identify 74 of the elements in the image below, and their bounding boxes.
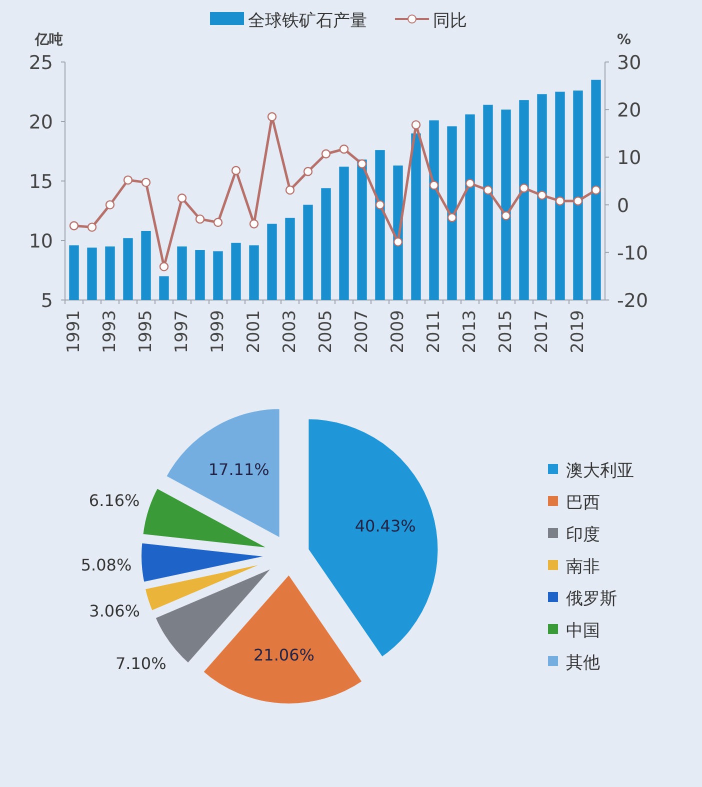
point — [321, 149, 331, 158]
point — [501, 211, 511, 220]
data-label: 7.10% — [115, 654, 166, 673]
point — [591, 185, 601, 195]
y2-tick-label: -10 — [617, 242, 648, 264]
x-tick-label: 2009 — [388, 310, 408, 354]
point — [69, 221, 79, 230]
point — [375, 200, 385, 210]
point — [411, 120, 421, 130]
x-tick-label: 2011 — [424, 310, 444, 354]
data-label: 21.06% — [253, 646, 314, 665]
point — [519, 184, 529, 193]
y-tick-label: 25 — [28, 52, 53, 74]
legend-label: 其他 — [566, 653, 600, 673]
point — [105, 200, 115, 210]
y2-tick-label: 0 — [617, 194, 630, 217]
x-tick-label: 2003 — [280, 310, 300, 354]
x-tick-label: 2015 — [496, 310, 516, 354]
data-label: 40.43% — [354, 516, 416, 536]
data-label: 17.11% — [208, 460, 270, 480]
y-tick-label: 20 — [28, 112, 53, 134]
point — [483, 185, 493, 195]
point — [285, 185, 295, 195]
x-tick-label: 2017 — [532, 310, 552, 354]
legend-label: 全球铁矿石产量 — [248, 11, 367, 31]
point — [465, 178, 475, 188]
x-tick-label: 1997 — [172, 310, 192, 354]
y2-tick-label: -20 — [617, 290, 648, 312]
point — [303, 166, 313, 176]
legend-label: 澳大利亚 — [566, 461, 634, 481]
y2-axis-title: % — [617, 32, 632, 48]
y2-tick-label: 10 — [617, 147, 642, 170]
x-tick-label: 2007 — [352, 310, 372, 354]
point — [357, 159, 367, 168]
point — [537, 190, 547, 200]
data-label: 5.08% — [80, 555, 132, 574]
legend-label: 南非 — [566, 557, 600, 577]
y2-tick-label: 30 — [617, 52, 642, 74]
data-label: 6.16% — [88, 491, 140, 510]
point — [159, 262, 169, 272]
x-tick-label: 1993 — [100, 310, 120, 354]
legend-label: 同比 — [433, 11, 467, 31]
x-tick-label: 1999 — [208, 310, 228, 354]
legend-label: 巴西 — [566, 493, 600, 513]
x-tick-label: 2013 — [460, 310, 480, 354]
point — [249, 219, 259, 228]
point — [393, 237, 403, 247]
y-axis-title: 亿吨 — [34, 32, 63, 48]
point — [195, 214, 205, 224]
y-tick-label: 5 — [40, 290, 53, 312]
legend-label: 中国 — [566, 621, 600, 641]
point — [339, 144, 349, 154]
point — [231, 166, 241, 176]
point — [213, 218, 223, 228]
x-tick-label: 1995 — [136, 310, 156, 354]
point — [177, 194, 187, 203]
x-tick-label: 2005 — [316, 310, 336, 354]
y2-tick-label: 20 — [617, 100, 642, 122]
point — [429, 180, 439, 190]
point — [447, 213, 457, 222]
y-tick-label: 10 — [28, 230, 53, 252]
point — [87, 222, 97, 232]
legend-label: 俄罗斯 — [566, 589, 617, 609]
point — [573, 196, 583, 206]
point — [267, 112, 277, 122]
x-tick-label: 2001 — [244, 310, 264, 354]
point — [555, 196, 565, 206]
point — [141, 178, 151, 188]
legend-label: 印度 — [566, 525, 600, 545]
x-tick-label: 2019 — [568, 310, 588, 354]
data-label: 3.06% — [89, 602, 140, 621]
y-tick-label: 15 — [28, 171, 53, 193]
point — [123, 175, 133, 185]
x-tick-label: 1991 — [64, 310, 84, 354]
